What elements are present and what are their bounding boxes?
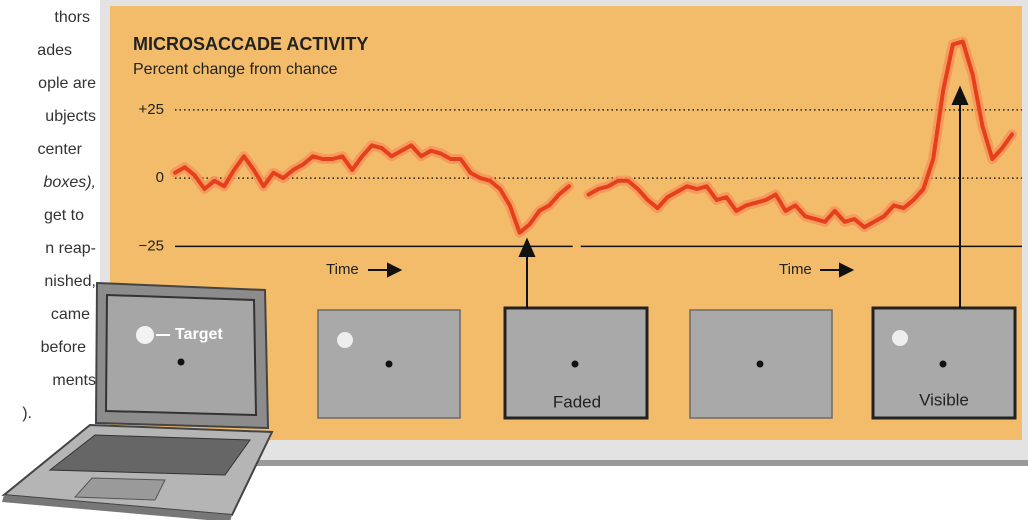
sidebar-line: nished, <box>44 273 96 290</box>
time-arrow <box>820 262 855 278</box>
panel-label: Visible <box>919 390 969 409</box>
sidebar-line: ades <box>37 42 72 59</box>
target-glow <box>892 330 908 346</box>
sidebar-line: ). <box>22 405 32 422</box>
data-line <box>173 39 1014 235</box>
sidebar-text: thors ades ople are ubjects center boxes), get… <box>22 9 96 422</box>
fixation-dot <box>571 360 579 368</box>
laptop-label: Target <box>175 326 223 343</box>
y-tick-label: −25 <box>139 237 164 254</box>
chart-title: MICROSACCADE ACTIVITY <box>133 34 368 54</box>
sidebar-line: ubjects <box>45 108 96 125</box>
sidebar-line: n reap- <box>45 240 96 257</box>
time-arrow <box>368 262 403 278</box>
laptop <box>1 281 274 520</box>
sidebar-line: center <box>38 141 83 158</box>
sidebar-line: before <box>41 339 86 356</box>
fixation-dot <box>939 360 947 368</box>
x-axis-label: Time <box>779 261 812 278</box>
panel-label: Faded <box>553 392 601 411</box>
target-glow <box>337 332 353 348</box>
y-tick-label: 0 <box>156 169 164 186</box>
sidebar-line: ople are <box>38 75 96 92</box>
y-tick-label: +25 <box>139 101 164 118</box>
sidebar-line: boxes), <box>44 174 96 191</box>
sidebar-line: get to <box>44 207 84 224</box>
chart-subtitle: Percent change from chance <box>133 61 338 78</box>
screen-panel <box>503 306 649 420</box>
sidebar-line: ments <box>52 372 96 389</box>
x-axis-label: Time <box>326 261 359 278</box>
plot: +25 0 −25 <box>139 36 1022 254</box>
fixation-dot <box>756 360 764 368</box>
sidebar-line: thors <box>54 9 90 26</box>
pointer-arrow <box>518 237 536 308</box>
sidebar-line: came <box>51 306 90 323</box>
fixation-dot <box>385 360 393 368</box>
frame-shadow <box>100 460 1028 466</box>
pointer-arrow <box>951 85 969 308</box>
